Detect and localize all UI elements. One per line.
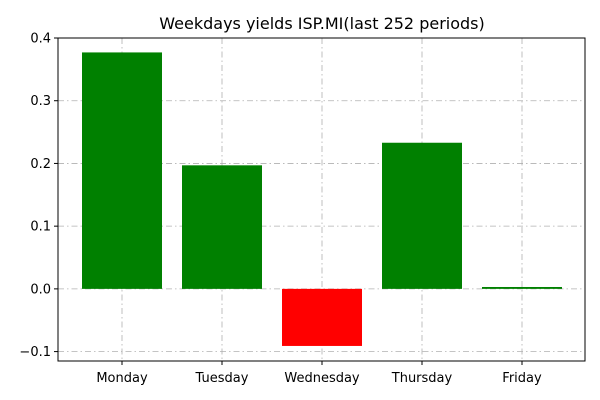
y-tick-label: 0.2 — [30, 157, 51, 172]
y-tick-label: −0.1 — [19, 345, 51, 360]
x-tick-label-thursday: Thursday — [391, 371, 453, 386]
bar-friday — [482, 286, 562, 289]
bar-thursday — [382, 142, 462, 289]
bar-tuesday — [182, 165, 262, 289]
y-tick-label: 0.3 — [30, 94, 51, 109]
chart-title: Weekdays yields ISP.MI(last 252 periods) — [159, 14, 484, 33]
x-tick-label-friday: Friday — [502, 371, 542, 386]
y-tick-label: 0.4 — [30, 32, 51, 47]
bar-monday — [82, 52, 162, 289]
x-tick-label-wednesday: Wednesday — [284, 371, 360, 386]
y-tick-label: 0.1 — [30, 220, 51, 235]
x-tick-label-monday: Monday — [96, 371, 148, 386]
ticks: −0.1 0.0 0.1 0.2 0.3 0.4 Monday Tuesday Wednesda… — [19, 32, 542, 387]
y-tick-label: 0.0 — [30, 282, 51, 297]
bar-wednesday — [282, 288, 362, 346]
bars — [82, 52, 562, 346]
x-tick-label-tuesday: Tuesday — [195, 371, 249, 386]
